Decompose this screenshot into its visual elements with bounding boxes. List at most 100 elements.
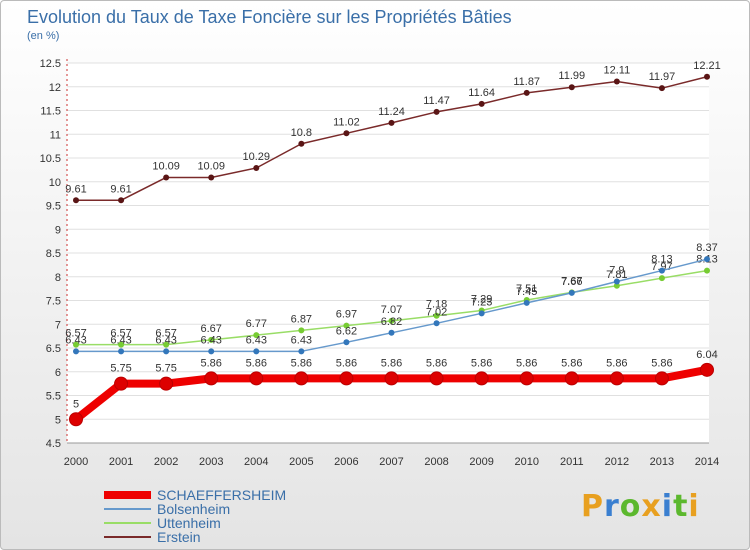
data-point (163, 174, 170, 181)
data-label: 5.86 (516, 357, 537, 369)
logo-letter: P (581, 489, 604, 524)
y-tick-label: 9.5 (46, 201, 61, 213)
data-label: 8.13 (651, 254, 672, 266)
y-tick-label: 10.5 (40, 153, 61, 165)
data-point (433, 320, 440, 327)
data-label: 5.86 (201, 357, 222, 369)
proxiti-logo: Proxiti (581, 489, 700, 524)
data-label: 7.9 (609, 265, 624, 277)
data-point (253, 164, 260, 171)
data-point (433, 108, 440, 115)
data-point (613, 278, 620, 285)
data-point (658, 267, 665, 274)
data-label: 5.86 (471, 357, 492, 369)
data-label: 5.86 (246, 357, 267, 369)
data-label: 6.43 (155, 334, 176, 346)
data-label: 11.47 (423, 95, 450, 107)
data-label: 6.77 (246, 318, 267, 330)
data-point (704, 256, 710, 263)
data-label: 6.87 (291, 313, 312, 325)
data-point (658, 275, 665, 282)
data-point (204, 371, 219, 386)
x-tick-label: 2000 (64, 456, 88, 468)
data-point (253, 348, 260, 355)
data-label: 6.57 (155, 328, 176, 340)
x-tick-label: 2008 (424, 456, 448, 468)
data-point (613, 78, 620, 85)
data-label: 10.09 (152, 160, 180, 172)
data-label: 5.86 (561, 357, 582, 369)
y-tick-label: 12 (49, 82, 61, 94)
logo-letter: t (673, 489, 689, 524)
data-label: 11.99 (558, 70, 585, 82)
data-label: 5.86 (336, 357, 357, 369)
x-tick-label: 2006 (334, 456, 358, 468)
data-point (208, 174, 215, 181)
data-label: 11.97 (649, 71, 676, 83)
data-point (704, 73, 710, 80)
logo-letter: r (604, 489, 620, 524)
data-point (118, 348, 125, 355)
data-label: 5.86 (606, 357, 627, 369)
x-tick-label: 2002 (154, 456, 178, 468)
data-point (700, 362, 714, 377)
data-label: 7.07 (381, 304, 402, 316)
data-point (249, 371, 264, 386)
data-point (613, 282, 620, 289)
data-label: 11.64 (468, 87, 495, 99)
data-label: 11.24 (378, 106, 405, 118)
data-point (519, 371, 534, 386)
data-label: 6.43 (110, 334, 131, 346)
data-label: 5 (73, 398, 79, 410)
data-label: 7.45 (516, 286, 537, 298)
data-point (654, 371, 669, 386)
data-label: 6.57 (65, 328, 86, 340)
legend-label: SCHAEFFERSHEIM (157, 487, 286, 503)
data-point (208, 336, 215, 343)
data-label: 6.82 (381, 316, 402, 328)
data-label: 12.21 (693, 60, 721, 72)
x-tick-label: 2007 (379, 456, 403, 468)
legend-label: Erstein (157, 529, 201, 545)
data-point (388, 329, 395, 336)
data-point (73, 197, 79, 204)
logo-letter: x (641, 489, 662, 524)
data-point (474, 371, 489, 386)
data-point (568, 84, 575, 91)
data-label: 7.66 (561, 276, 582, 288)
data-point (568, 289, 575, 296)
data-point (478, 100, 485, 107)
data-label: 8.37 (696, 242, 717, 254)
data-label: 11.87 (513, 76, 540, 88)
data-label: 7.97 (651, 261, 672, 273)
data-point (159, 376, 174, 391)
data-label: 9.61 (110, 183, 131, 195)
data-point (523, 299, 530, 306)
data-point (609, 371, 624, 386)
x-tick-label: 2013 (650, 456, 674, 468)
data-point (478, 310, 485, 317)
x-tick-label: 2003 (199, 456, 223, 468)
data-point (208, 348, 215, 355)
logo-letter: i (688, 489, 700, 524)
data-label: 7.23 (471, 296, 492, 308)
y-tick-label: 8 (55, 272, 61, 284)
data-label: 6.67 (201, 323, 222, 335)
logo-letter: i (661, 489, 674, 524)
data-point (339, 371, 354, 386)
data-point (298, 140, 305, 147)
data-label: 5.86 (381, 357, 402, 369)
data-point (253, 332, 260, 339)
x-tick-label: 2011 (560, 456, 584, 468)
y-tick-label: 6.5 (46, 343, 61, 355)
data-point (73, 341, 79, 348)
data-point (118, 341, 125, 348)
x-tick-label: 2012 (605, 456, 629, 468)
data-label: 5.86 (651, 357, 672, 369)
logo-letter: o (619, 489, 642, 524)
y-tick-label: 6 (55, 367, 61, 379)
y-tick-label: 11.5 (40, 106, 61, 118)
data-label: 10.09 (197, 160, 225, 172)
data-point (658, 85, 665, 92)
